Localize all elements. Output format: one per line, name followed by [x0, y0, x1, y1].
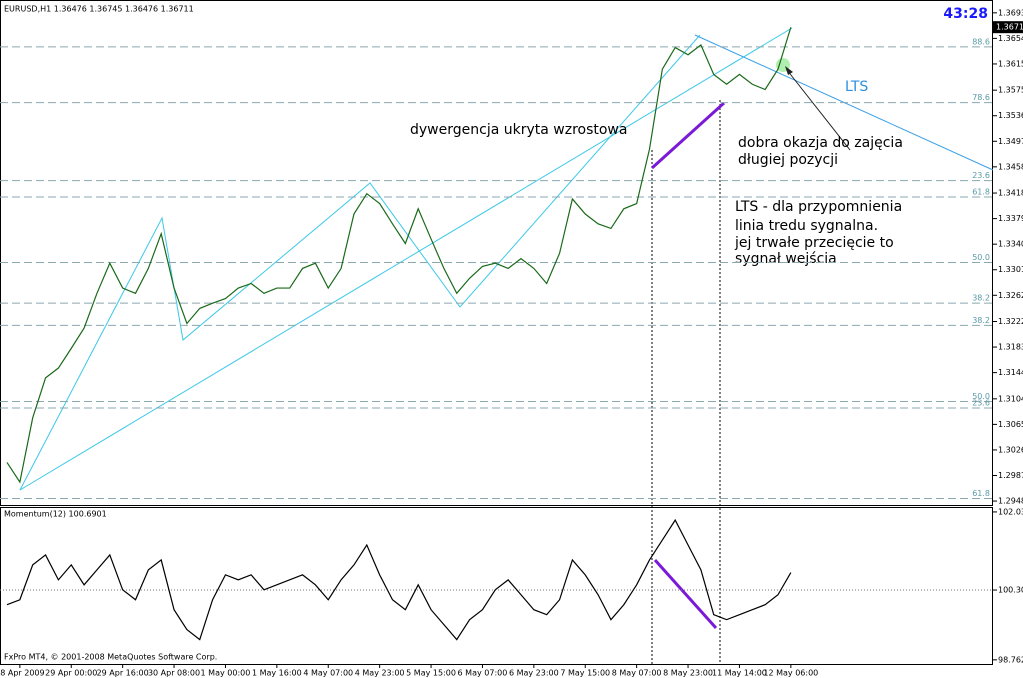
fibo-label: 50.0 [972, 392, 990, 401]
y-tick-label: 1.31440 [998, 368, 1023, 377]
x-tick-label: 1 May 16:00 [252, 669, 302, 678]
y-tick-label: 1.33400 [998, 240, 1023, 249]
fibo-label: 78.6 [972, 93, 990, 102]
y-tick-label: 1.36150 [998, 59, 1023, 68]
y-tick-label: 1.29870 [998, 471, 1023, 480]
y-tick-label: 1.34970 [998, 137, 1023, 146]
x-tick-label: 29 Apr 00:00 [45, 669, 97, 678]
y-tick-label: 1.35360 [998, 111, 1023, 120]
fibo-label: 23.6 [972, 399, 990, 408]
copyright: FxPro MT4, © 2001-2008 MetaQuotes Softwa… [4, 653, 217, 662]
x-tick-label: 6 May 07:00 [458, 669, 508, 678]
price-line [6, 518, 792, 641]
price-frame [0, 0, 993, 506]
y-tick-label: 1.36540 [998, 34, 1023, 43]
y-tick-label: 100.3048 [998, 586, 1023, 595]
fibo-label: 23.6 [972, 171, 990, 180]
fibo-label: 38.2 [972, 316, 990, 325]
y-tick-label: 1.32220 [998, 317, 1023, 326]
arrow [786, 69, 851, 151]
current-price-label: 1.36711 [996, 23, 1023, 32]
x-tick-label: 8 May 23:00 [663, 669, 713, 678]
annotation: LTS [845, 79, 868, 95]
annotation: sygnał wejścia [735, 251, 837, 267]
divergence-line [650, 101, 726, 170]
y-tick-label: 1.31830 [998, 343, 1023, 352]
annotation: jej trwałe przecięcie to [734, 235, 894, 251]
y-tick-label: 1.29480 [998, 497, 1023, 506]
x-tick-label: 4 May 07:00 [303, 669, 353, 678]
annotation: dywergencja ukryta wzrostowa [410, 122, 627, 138]
annotation: linia tredu sygnalna. [735, 218, 878, 234]
x-tick-label: 4 May 23:00 [355, 669, 405, 678]
y-tick-label: 1.31040 [998, 394, 1023, 403]
y-tick-label: 1.33010 [998, 265, 1023, 274]
current-price-box [993, 21, 1023, 34]
x-tick-label: 30 Apr 08:00 [148, 669, 200, 678]
y-tick-label: 1.30260 [998, 445, 1023, 454]
x-tick-label: 1 May 00:00 [201, 669, 251, 678]
y-tick-label: 1.35750 [998, 86, 1023, 95]
fibo-label: 50.0 [972, 253, 990, 262]
x-tick-label: 7 May 15:00 [560, 669, 610, 678]
timer: 43:28 [943, 6, 988, 22]
price-line [6, 27, 792, 484]
y-tick-label: 1.33790 [998, 214, 1023, 223]
zigzag [19, 34, 701, 491]
x-tick-label: 12 May 06:00 [763, 669, 818, 678]
y-tick-label: 1.34580 [998, 162, 1023, 171]
fibo-label: 61.8 [972, 187, 990, 196]
x-tick-label: 29 Apr 16:00 [97, 669, 149, 678]
trend-line [19, 27, 793, 491]
x-tick-label: 28 Apr 2009 [0, 669, 45, 678]
arrow-head [785, 66, 793, 75]
fibo-label: 61.8 [972, 489, 990, 498]
annotation: dobra okazja do zajęcia [738, 135, 903, 151]
x-tick-label: 6 May 23:00 [509, 669, 559, 678]
annotation: długiej pozycji [738, 152, 838, 168]
y-tick-label: 1.30650 [998, 420, 1023, 429]
y-tick-label: 98.7621 [998, 655, 1023, 664]
fibo-label: 88.6 [972, 37, 990, 46]
x-tick-label: 5 May 15:00 [406, 669, 456, 678]
divergence-line [653, 558, 718, 630]
symbol-header: EURUSD,H1 1.36476 1.36745 1.36476 1.3671… [4, 5, 194, 14]
y-tick-label: 1.34180 [998, 189, 1023, 198]
y-tick-label: 1.32620 [998, 291, 1023, 300]
y-tick-label: 102.0311 [998, 507, 1023, 516]
x-tick-label: 11 May 14:00 [712, 669, 767, 678]
momentum-frame [0, 507, 993, 665]
fibo-label: 38.2 [972, 294, 990, 303]
annotation: LTS - dla przypomnienia [735, 199, 902, 215]
y-tick-label: 1.36930 [998, 8, 1023, 17]
x-tick-label: 8 May 07:00 [612, 669, 662, 678]
momentum-title: Momentum(12) 100.6901 [4, 510, 107, 519]
